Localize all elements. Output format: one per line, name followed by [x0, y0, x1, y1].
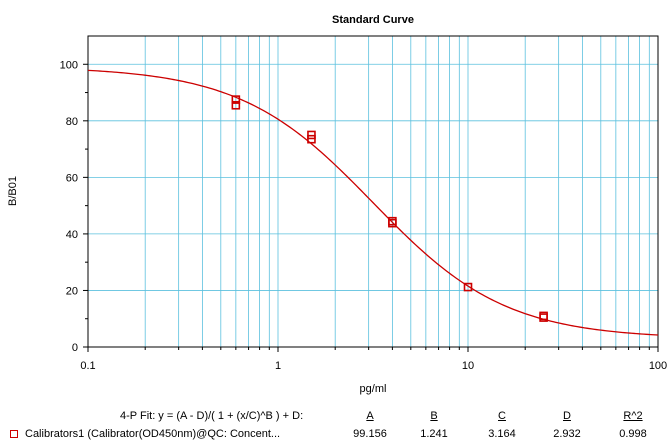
fit-curve [88, 70, 658, 335]
y-axis-label: B/B01 [7, 176, 19, 206]
fit-header-row: 4-P Fit: y = (A - D)/( 1 + (x/C)^B ) + D… [0, 410, 669, 426]
fit-header-d: D [561, 410, 573, 422]
fit-value-b: 1.241 [410, 428, 458, 440]
fit-value-r2: 0.998 [609, 428, 657, 440]
axes: 0.1 1 10 100 0 20 40 60 80 100 [60, 59, 668, 372]
x-tick-label: 10 [462, 360, 474, 372]
legend-series-label: Calibrators1 (Calibrator(OD450nm)@QC: Co… [25, 428, 280, 440]
fit-value-a: 99.156 [344, 428, 396, 440]
x-tick-label: 0.1 [80, 360, 95, 372]
y-tick-label: 80 [66, 116, 78, 128]
y-tick-label: 40 [66, 229, 78, 241]
chart-title: Standard Curve [332, 14, 414, 26]
fit-value-c: 3.164 [478, 428, 526, 440]
y-tick-label: 20 [66, 285, 78, 297]
fit-header-r2: R^2 [618, 410, 648, 422]
grid-lines [88, 36, 658, 347]
fit-data-row: Calibrators1 (Calibrator(OD450nm)@QC: Co… [0, 428, 669, 444]
fit-header-c: C [496, 410, 508, 422]
fit-equation: 4-P Fit: y = (A - D)/( 1 + (x/C)^B ) + D… [120, 410, 303, 422]
x-axis-label: pg/ml [360, 383, 387, 395]
y-tick-label: 60 [66, 172, 78, 184]
fit-header-b: B [428, 410, 440, 422]
plot-area-frame [88, 36, 658, 347]
x-tick-label: 100 [649, 360, 667, 372]
fit-header-a: A [364, 410, 376, 422]
legend-marker-icon [10, 430, 18, 438]
fit-value-d: 2.932 [543, 428, 591, 440]
y-tick-label: 0 [72, 342, 78, 354]
data-points [232, 96, 547, 321]
x-tick-label: 1 [275, 360, 281, 372]
y-tick-label: 100 [60, 59, 78, 71]
